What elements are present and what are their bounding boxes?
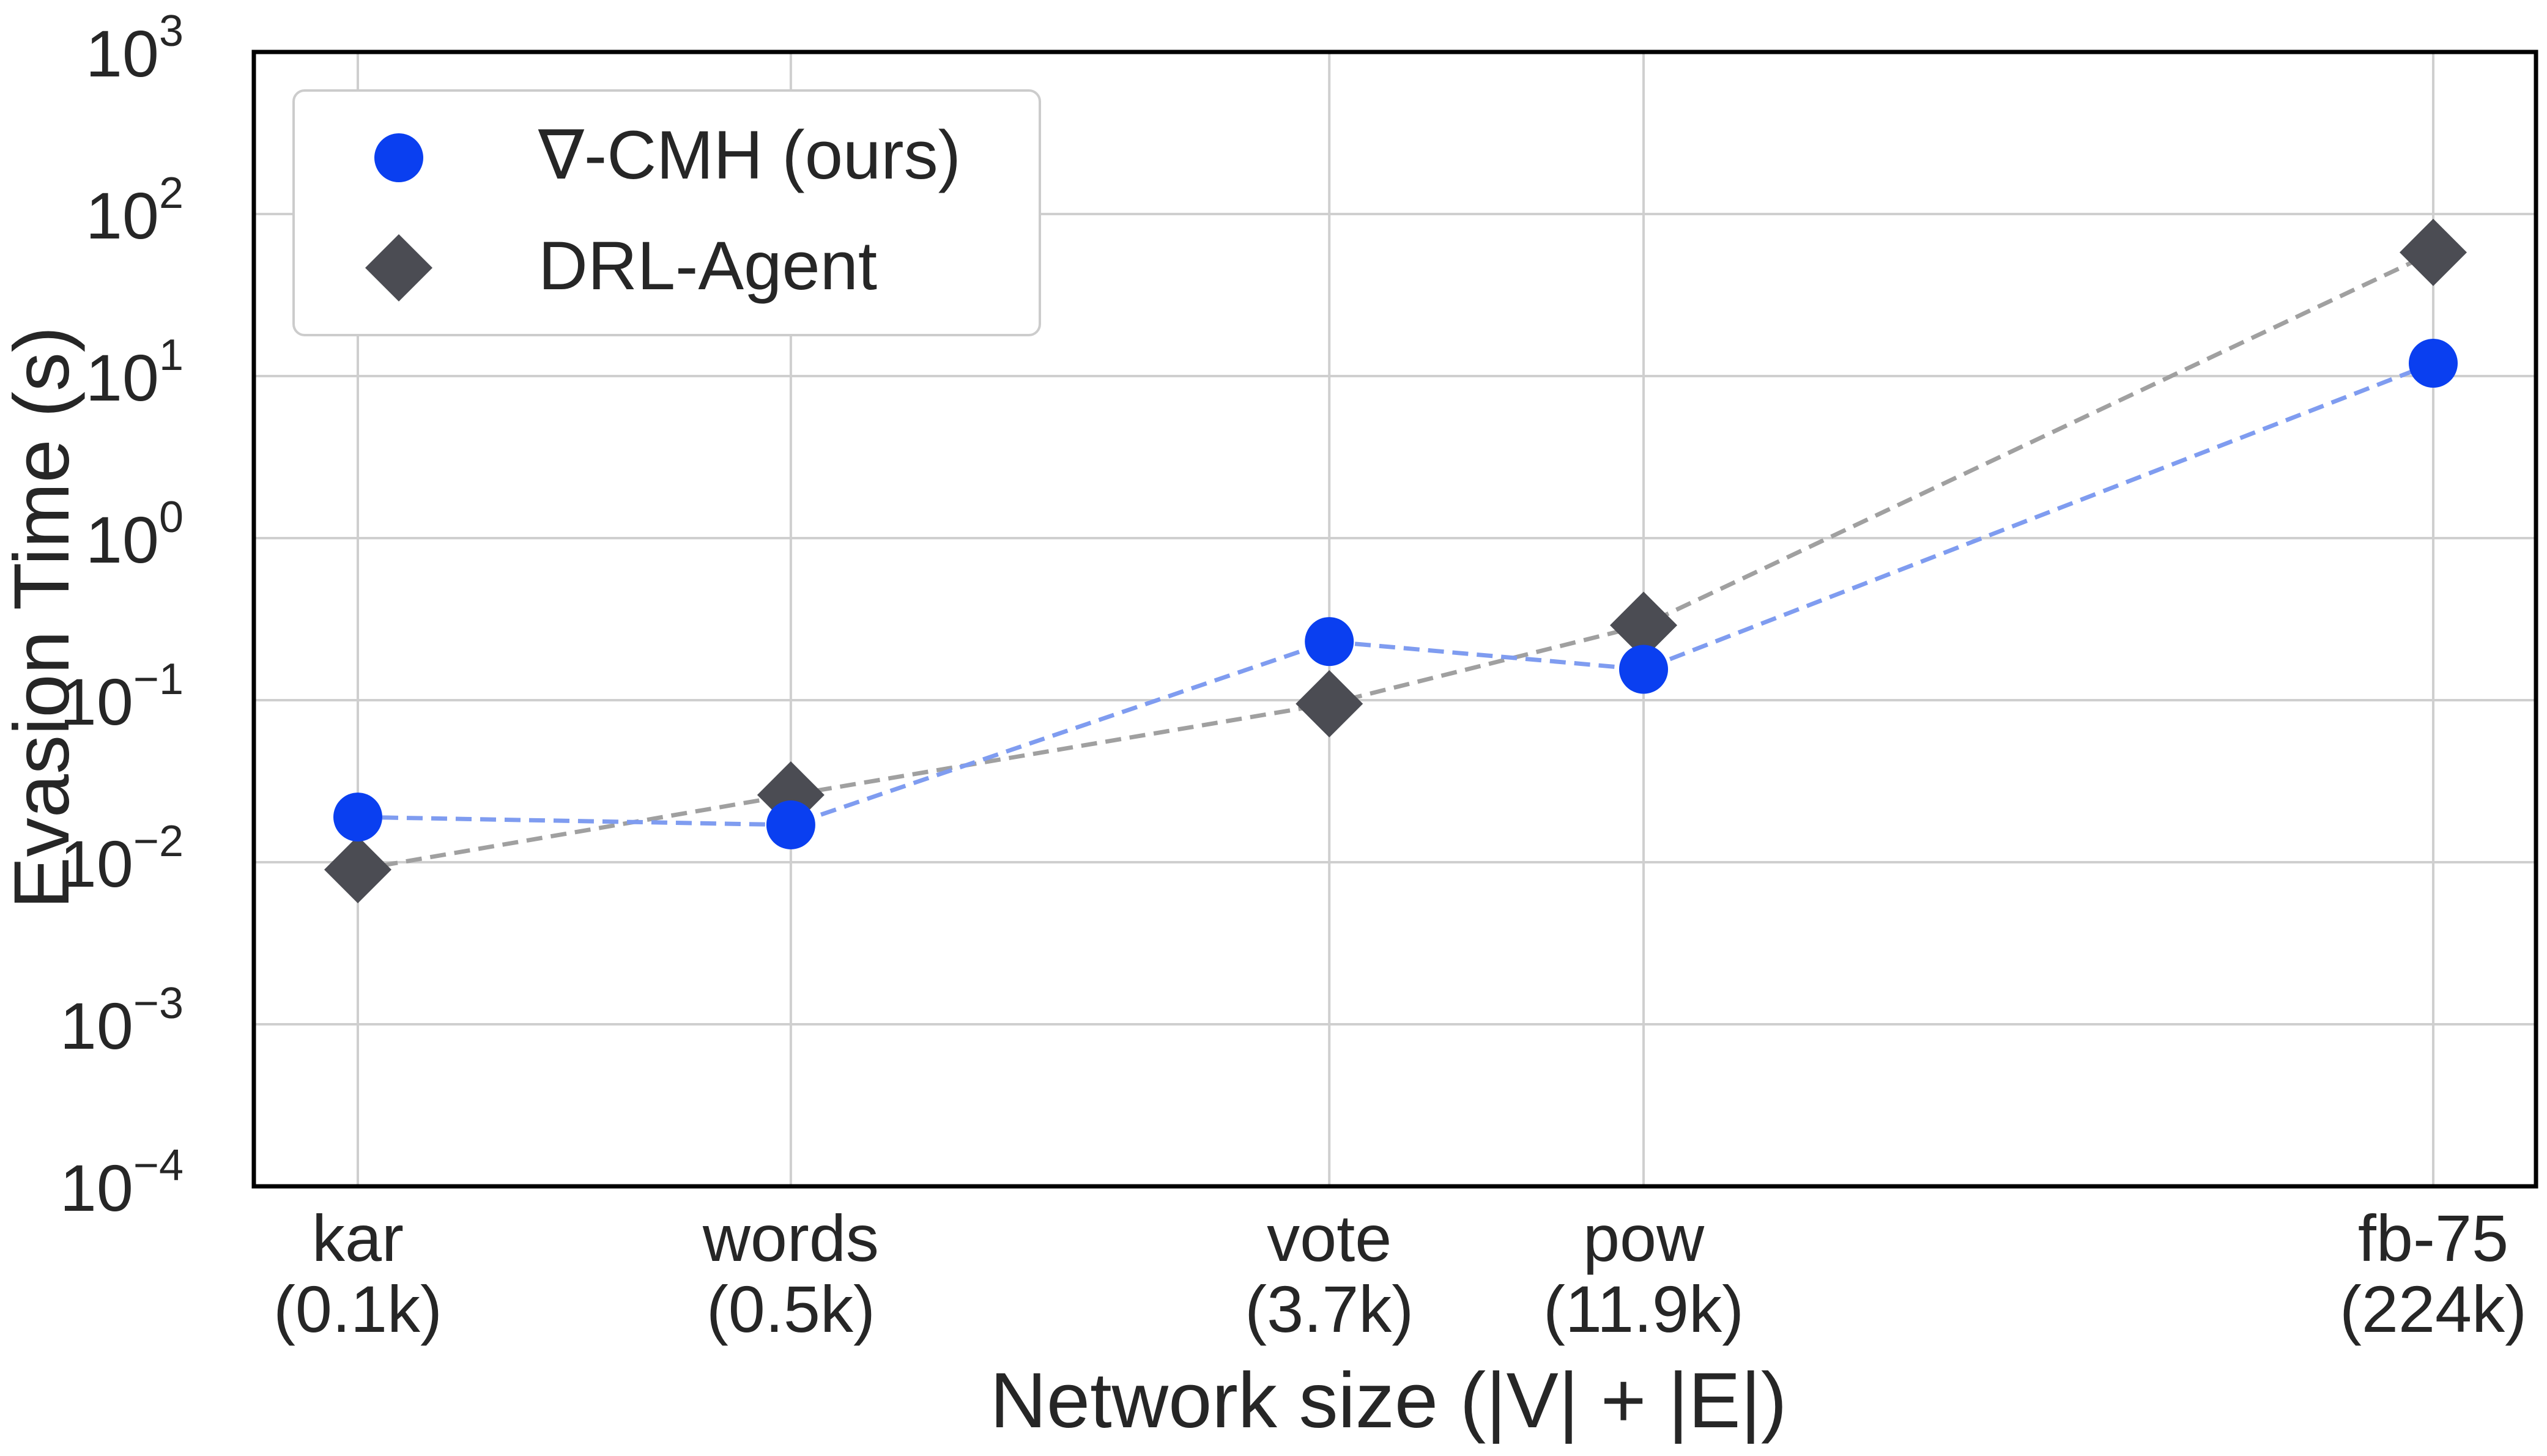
legend: ∇-CMH (ours) DRL-Agent — [292, 89, 1041, 336]
x-tick-name: vote — [1267, 1201, 1392, 1275]
cmh-point — [766, 800, 815, 849]
x-tick-size: (224k) — [2340, 1272, 2527, 1346]
y-tick-label: 10−1 — [60, 655, 184, 739]
plot-frame — [251, 50, 2538, 1189]
x-tick-name: kar — [312, 1201, 404, 1275]
y-tick-label: 10−4 — [60, 1141, 184, 1225]
cmh-point — [2409, 339, 2458, 388]
x-tick-size: (0.5k) — [706, 1272, 875, 1346]
legend-box — [292, 89, 1041, 336]
y-tick-label: 100 — [86, 493, 184, 577]
y-axis-ticks: 10−3 10−2 10−1 100 101 102 103 10−4 — [60, 7, 184, 1225]
drl-point — [324, 836, 391, 904]
y-tick-label: 101 — [86, 331, 184, 415]
x-tick-name: words — [702, 1201, 879, 1275]
legend-cmh-label: ∇-CMH (ours) — [538, 117, 961, 193]
series-markers — [324, 218, 2467, 904]
cmh-point — [1619, 645, 1669, 694]
drl-point — [2400, 218, 2467, 286]
drl-point — [1296, 670, 1363, 737]
y-tick-label: 10−2 — [60, 817, 184, 901]
cmh-point — [333, 793, 382, 842]
drl-point — [1610, 591, 1678, 659]
x-tick-name: pow — [1583, 1201, 1705, 1275]
legend-drl-marker — [365, 234, 432, 301]
x-tick-size: (0.1k) — [273, 1272, 442, 1346]
legend-drl-label: DRL-Agent — [538, 227, 877, 304]
y-tick-label: 103 — [86, 7, 184, 91]
legend-cmh-marker — [374, 133, 423, 182]
y-tick-label: 102 — [86, 169, 184, 253]
x-tick-size: (11.9k) — [1543, 1272, 1744, 1346]
y-tick-label: 10−3 — [60, 979, 184, 1063]
x-tick-size: (3.7k) — [1245, 1272, 1414, 1346]
y-axis-label: Evasion Time (s) — [0, 326, 86, 909]
series-line-cmh — [357, 361, 2434, 827]
cmh-point — [1305, 617, 1354, 667]
x-axis-ticks: kar(0.1k) words(0.5k) vote(3.7k) pow(11.9k)… — [273, 1201, 2527, 1346]
x-tick-name: fb-75 — [2358, 1201, 2508, 1275]
x-axis-label: Network size (|V| + |E|) — [990, 1357, 1787, 1444]
